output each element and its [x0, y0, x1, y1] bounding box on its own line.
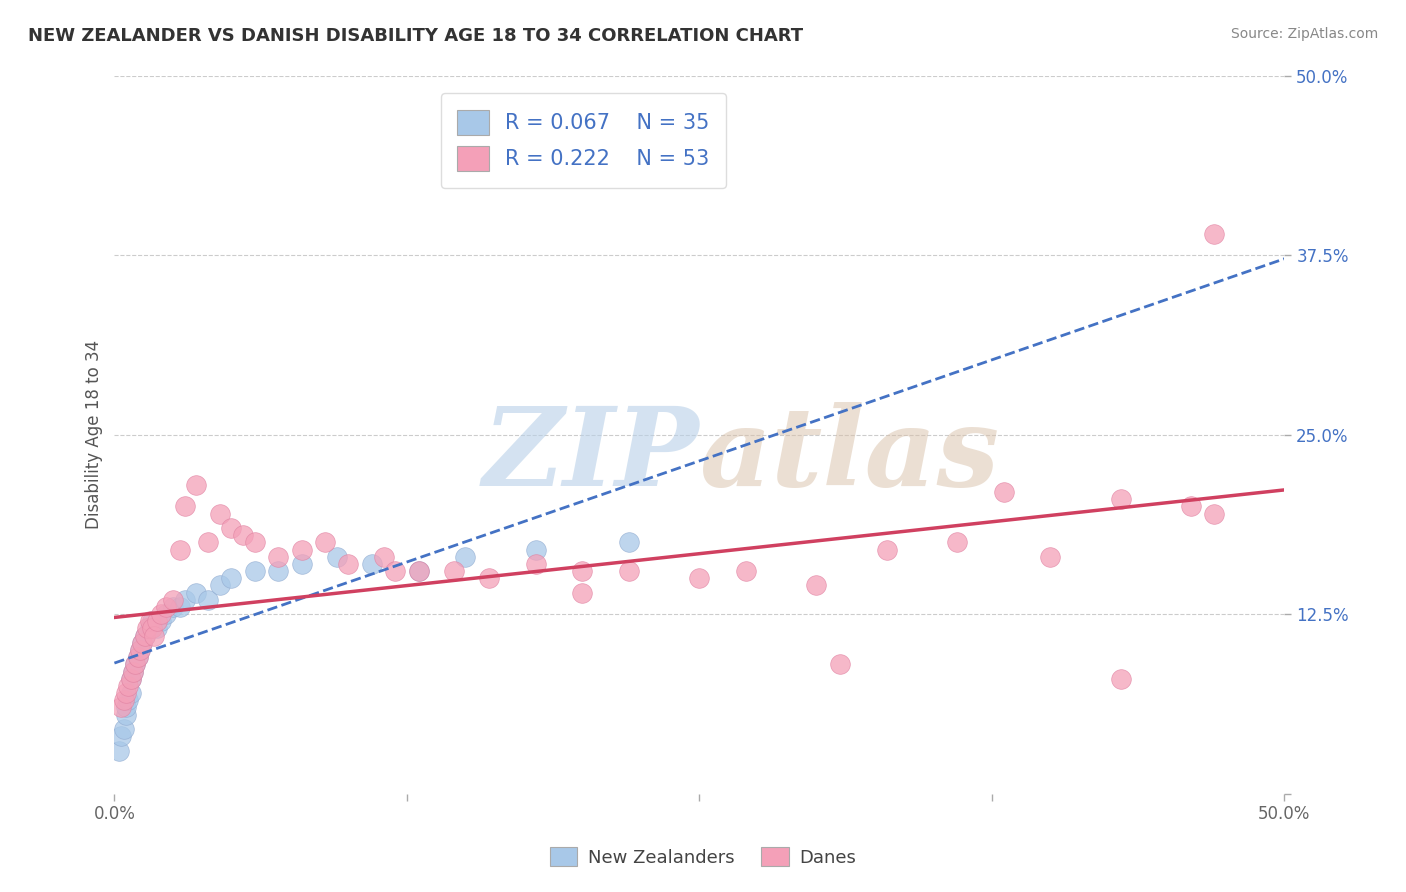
Point: [221, 521, 243, 535]
Point: [267, 564, 290, 578]
Legend: R = 0.067    N = 35, R = 0.222    N = 53: R = 0.067 N = 35, R = 0.222 N = 53: [440, 93, 727, 187]
Point: [155, 607, 177, 621]
Point: [373, 549, 395, 564]
Point: [131, 636, 153, 650]
Point: [221, 571, 243, 585]
Point: [120, 672, 142, 686]
Point: [129, 643, 152, 657]
Point: [243, 535, 266, 549]
Point: [134, 629, 156, 643]
Point: [291, 542, 314, 557]
Point: [122, 665, 145, 679]
Point: [143, 629, 166, 643]
Legend: New Zealanders, Danes: New Zealanders, Danes: [543, 840, 863, 874]
Point: [291, 557, 314, 571]
Point: [267, 549, 290, 564]
Point: [571, 564, 593, 578]
Text: ZIP: ZIP: [482, 402, 699, 510]
Point: [115, 686, 138, 700]
Point: [173, 500, 195, 514]
Point: [120, 686, 142, 700]
Point: [127, 650, 149, 665]
Point: [120, 672, 142, 686]
Text: NEW ZEALANDER VS DANISH DISABILITY AGE 18 TO 34 CORRELATION CHART: NEW ZEALANDER VS DANISH DISABILITY AGE 1…: [28, 27, 803, 45]
Point: [124, 657, 146, 672]
Point: [243, 564, 266, 578]
Point: [876, 542, 898, 557]
Point: [1109, 492, 1132, 507]
Point: [337, 557, 360, 571]
Text: Source: ZipAtlas.com: Source: ZipAtlas.com: [1230, 27, 1378, 41]
Point: [115, 700, 138, 714]
Point: [443, 564, 465, 578]
Point: [136, 622, 159, 636]
Point: [141, 615, 163, 629]
Point: [162, 592, 184, 607]
Point: [208, 507, 231, 521]
Point: [129, 643, 152, 657]
Point: [117, 679, 139, 693]
Point: [408, 564, 430, 578]
Point: [197, 535, 219, 549]
Point: [110, 700, 132, 714]
Point: [524, 542, 547, 557]
Point: [186, 478, 208, 492]
Point: [131, 636, 153, 650]
Point: [735, 564, 758, 578]
Point: [112, 693, 135, 707]
Point: [1204, 227, 1226, 241]
Point: [384, 564, 406, 578]
Point: [112, 722, 135, 736]
Point: [946, 535, 969, 549]
Point: [1180, 500, 1202, 514]
Point: [145, 622, 167, 636]
Point: [408, 564, 430, 578]
Point: [314, 535, 336, 549]
Point: [110, 729, 132, 743]
Point: [454, 549, 477, 564]
Point: [115, 707, 138, 722]
Point: [1039, 549, 1062, 564]
Text: atlas: atlas: [699, 402, 1000, 510]
Point: [122, 665, 145, 679]
Point: [169, 542, 191, 557]
Point: [619, 564, 641, 578]
Point: [1109, 672, 1132, 686]
Point: [186, 585, 208, 599]
Point: [208, 578, 231, 592]
Point: [619, 535, 641, 549]
Point: [138, 622, 160, 636]
Point: [828, 657, 851, 672]
Point: [993, 485, 1015, 500]
Point: [688, 571, 710, 585]
Point: [197, 592, 219, 607]
Y-axis label: Disability Age 18 to 34: Disability Age 18 to 34: [86, 340, 103, 529]
Point: [117, 693, 139, 707]
Point: [571, 585, 593, 599]
Point: [173, 592, 195, 607]
Point: [325, 549, 347, 564]
Point: [150, 615, 173, 629]
Point: [145, 615, 167, 629]
Point: [108, 743, 131, 757]
Point: [232, 528, 254, 542]
Point: [124, 657, 146, 672]
Point: [478, 571, 501, 585]
Point: [162, 599, 184, 614]
Point: [150, 607, 173, 621]
Point: [155, 599, 177, 614]
Point: [524, 557, 547, 571]
Point: [127, 650, 149, 665]
Point: [169, 599, 191, 614]
Point: [360, 557, 382, 571]
Point: [138, 615, 160, 629]
Point: [806, 578, 828, 592]
Point: [141, 622, 163, 636]
Point: [134, 629, 156, 643]
Point: [1204, 507, 1226, 521]
